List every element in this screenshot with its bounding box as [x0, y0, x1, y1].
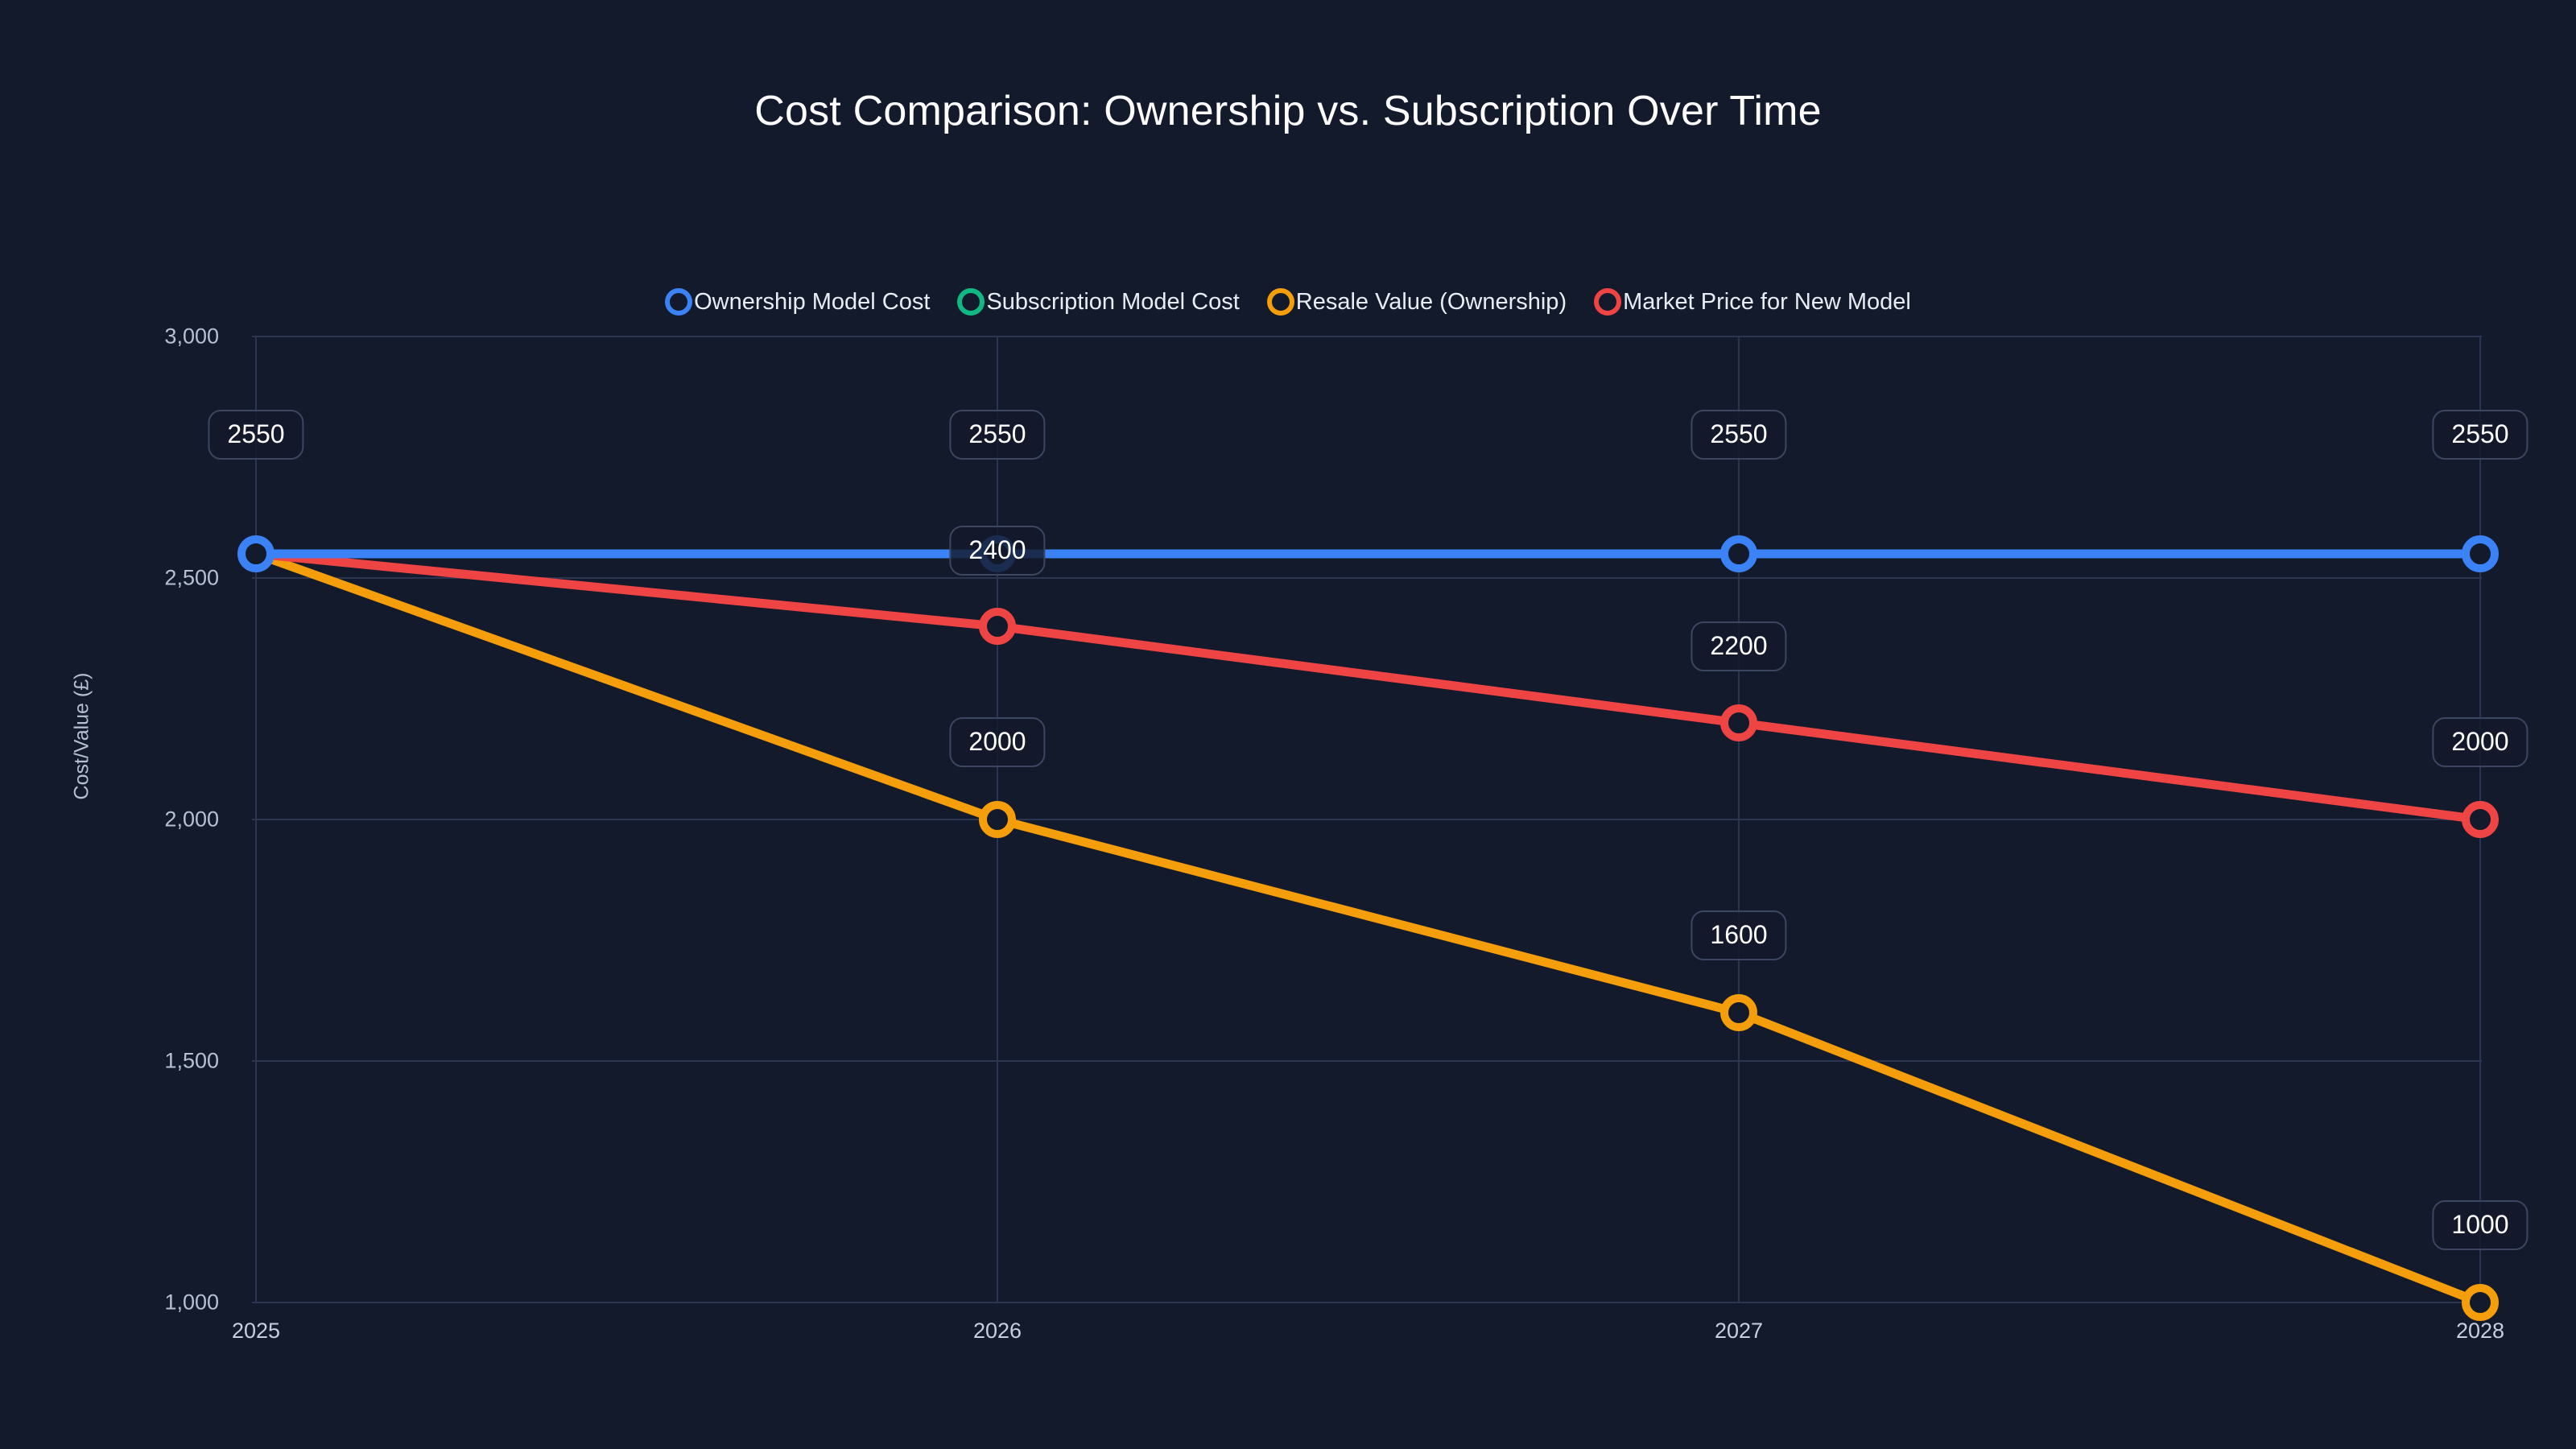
plot-area: 2550 2550 2550 2550 2400 2200 2000 2000 …: [208, 336, 2529, 1321]
y-tick-label: 2,500: [164, 565, 219, 590]
point-label-market-price-2026: 2400: [949, 526, 1046, 576]
point-label-ownership-2028: 2550: [2432, 410, 2529, 460]
point-label-resale-2027: 1600: [1690, 910, 1787, 960]
x-tick-label-2026: 2026: [972, 1319, 1022, 1343]
legend-label: Resale Value (Ownership): [1295, 288, 1567, 315]
circle-outline-icon: [665, 288, 693, 316]
legend-label: Ownership Model Cost: [694, 288, 931, 315]
point-label-ownership-2027: 2550: [1690, 410, 1787, 460]
point-label-ownership-2025: 2550: [208, 410, 304, 460]
data-point-marker[interactable]: [1720, 704, 1757, 741]
chart-legend: Ownership Model Cost Subscription Model …: [0, 288, 2576, 316]
chart-title: Cost Comparison: Ownership vs. Subscript…: [754, 88, 1822, 134]
x-tick-label-2028: 2028: [2455, 1319, 2505, 1343]
y-tick-label: 1,000: [164, 1290, 219, 1315]
data-point-marker[interactable]: [2462, 535, 2499, 572]
y-tick-label: 1,500: [164, 1048, 219, 1073]
series-line-market-price-for-new-model: [251, 549, 2485, 824]
y-tick-label: 3,000: [164, 324, 219, 349]
point-label-market-price-2028: 2000: [2432, 717, 2529, 767]
x-tick-label-2027: 2027: [1714, 1319, 1764, 1343]
chart-plot-svg: [237, 336, 2499, 1321]
legend-label: Market Price for New Model: [1623, 288, 1911, 315]
data-point-marker[interactable]: [1720, 994, 1757, 1031]
data-point-marker[interactable]: [1720, 535, 1757, 572]
legend-item-resale-value-ownership[interactable]: Resale Value (Ownership): [1266, 288, 1567, 316]
series-markers-market-price-for-new-model: [979, 608, 2499, 838]
circle-outline-icon: [957, 288, 985, 316]
point-label-resale-2026: 2000: [949, 717, 1046, 767]
point-label-market-price-2027: 2200: [1690, 621, 1787, 671]
data-point-marker[interactable]: [2462, 801, 2499, 838]
data-point-marker[interactable]: [979, 608, 1016, 645]
point-label-resale-2028: 1000: [2432, 1200, 2529, 1250]
legend-label: Subscription Model Cost: [986, 288, 1240, 315]
y-tick-label: 2,000: [164, 807, 219, 832]
circle-outline-icon: [1266, 288, 1294, 316]
data-point-marker-origin[interactable]: [237, 535, 275, 572]
legend-item-subscription-model-cost[interactable]: Subscription Model Cost: [957, 288, 1240, 316]
legend-item-ownership-model-cost[interactable]: Ownership Model Cost: [665, 288, 930, 316]
y-axis-ticks: 1,000 1,500 2,000 2,500 3,000: [0, 324, 219, 1315]
data-point-marker[interactable]: [979, 801, 1016, 838]
circle-outline-icon: [1594, 288, 1622, 316]
horizontal-gridlines: [252, 336, 2482, 1303]
point-label-ownership-2026: 2550: [949, 410, 1046, 460]
series-markers-resale-value-ownership: [979, 801, 2499, 1321]
data-point-marker[interactable]: [2462, 1284, 2499, 1321]
legend-item-market-price-for-new-model[interactable]: Market Price for New Model: [1594, 288, 1911, 316]
series-line-resale-value-ownership: [251, 549, 2485, 1307]
x-tick-label-2025: 2025: [231, 1319, 281, 1343]
